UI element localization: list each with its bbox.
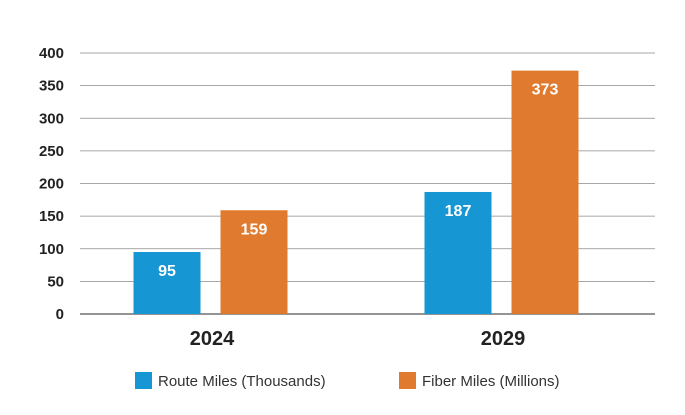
legend-label: Fiber Miles (Millions) — [422, 373, 560, 390]
y-tick-label: 150 — [39, 208, 64, 225]
legend-label: Route Miles (Thousands) — [158, 373, 326, 390]
bar-2029-series-0 — [424, 191, 492, 314]
y-tick-label: 50 — [47, 273, 64, 290]
x-axis-categories: 2024 2029 — [190, 328, 526, 350]
legend-swatch — [399, 372, 416, 389]
data-label: 373 — [532, 82, 559, 99]
x-category-label: 2024 — [190, 328, 235, 350]
x-category-label: 2029 — [481, 328, 526, 350]
bars — [133, 70, 579, 315]
data-labels: 95 159 187 373 — [158, 82, 558, 280]
y-tick-label: 0 — [56, 306, 64, 323]
data-label: 187 — [445, 203, 472, 220]
y-tick-label: 350 — [39, 78, 64, 95]
y-axis-ticks: 0 50 100 150 200 250 300 350 400 — [39, 45, 64, 323]
y-tick-label: 200 — [39, 176, 64, 193]
data-label: 95 — [158, 263, 176, 280]
legend-swatch — [135, 372, 152, 389]
legend: Route Miles (Thousands) Fiber Miles (Mill… — [135, 372, 560, 390]
y-tick-label: 300 — [39, 110, 64, 127]
y-tick-label: 250 — [39, 143, 64, 160]
y-tick-label: 400 — [39, 45, 64, 62]
data-label: 159 — [241, 221, 268, 238]
bar-2024-series-0 — [133, 252, 201, 314]
bar-2024-series-1 — [220, 210, 288, 314]
y-tick-label: 100 — [39, 241, 64, 258]
bar-2029-series-1 — [511, 70, 579, 315]
